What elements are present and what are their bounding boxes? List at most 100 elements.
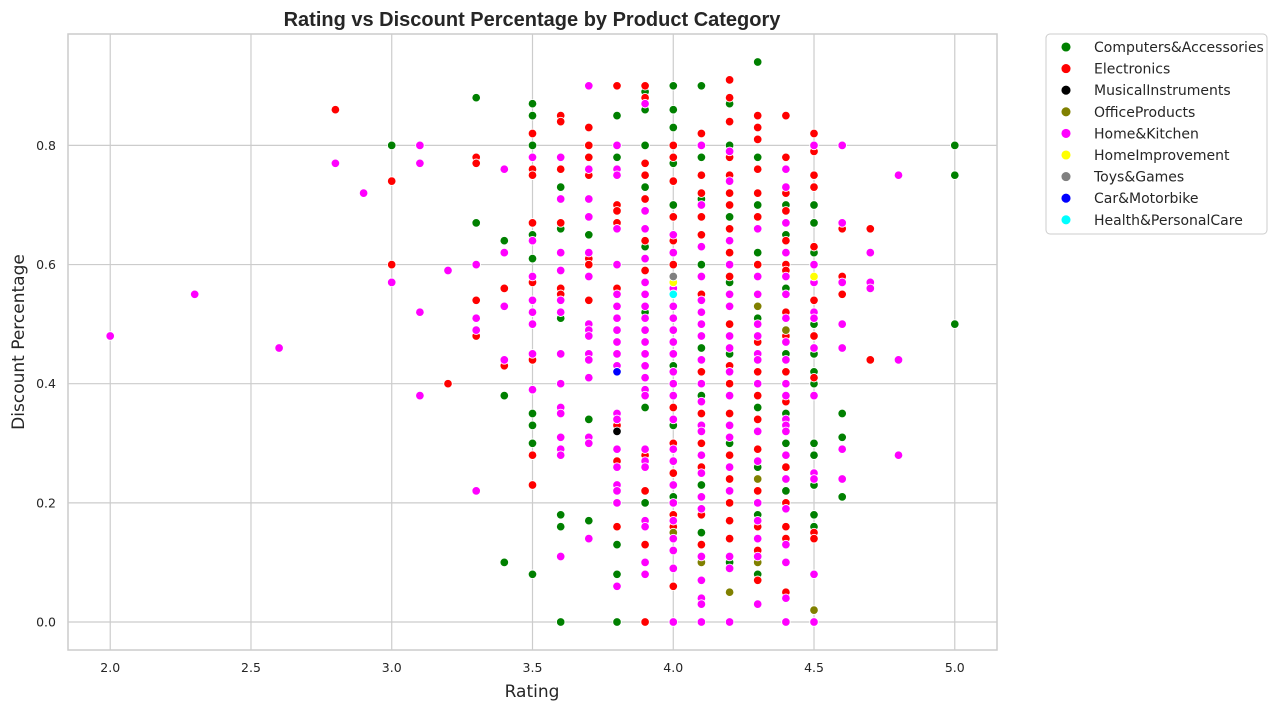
- data-point: [471, 486, 481, 496]
- data-point: [724, 390, 735, 401]
- data-point: [865, 355, 876, 365]
- data-point: [724, 289, 735, 300]
- data-point: [668, 515, 679, 526]
- data-point: [415, 158, 425, 169]
- data-point: [189, 289, 200, 300]
- data-point: [809, 372, 819, 383]
- data-point: [527, 128, 538, 139]
- data-point: [752, 271, 763, 282]
- data-point: [640, 486, 650, 496]
- data-point: [105, 331, 115, 341]
- legend-label: OfficeProducts: [1094, 105, 1195, 121]
- data-point: [696, 230, 707, 240]
- data-point: [809, 271, 819, 282]
- data-point: [640, 224, 650, 234]
- data-point: [555, 265, 566, 276]
- data-point: [640, 361, 650, 371]
- data-point: [752, 426, 763, 437]
- data-point: [668, 140, 679, 151]
- data-point: [527, 235, 538, 246]
- data-point: [696, 468, 707, 478]
- data-point: [584, 230, 594, 240]
- data-point: [696, 343, 707, 353]
- data-point: [752, 152, 763, 163]
- data-point: [724, 617, 735, 627]
- data-point: [696, 200, 707, 210]
- data-point: [668, 367, 679, 377]
- data-point: [612, 581, 622, 592]
- data-point: [781, 486, 791, 496]
- data-point: [584, 438, 594, 449]
- data-point: [668, 104, 679, 115]
- data-point: [640, 277, 650, 288]
- data-point: [837, 343, 847, 353]
- data-point: [471, 158, 481, 169]
- data-point: [555, 218, 566, 228]
- data-point: [809, 605, 819, 615]
- data-point: [724, 432, 735, 443]
- data-point: [781, 271, 791, 282]
- legend-label: MusicalInstruments: [1094, 83, 1231, 99]
- data-point: [696, 575, 707, 586]
- data-point: [724, 587, 735, 597]
- data-point: [809, 533, 819, 544]
- data-point: [668, 444, 679, 454]
- legend-marker: [1060, 192, 1072, 204]
- data-point: [781, 325, 791, 335]
- legend-marker: [1060, 149, 1072, 161]
- data-point: [555, 116, 566, 127]
- data-point: [612, 81, 622, 91]
- data-point: [415, 390, 425, 401]
- data-point: [527, 307, 538, 317]
- data-point: [893, 450, 904, 460]
- data-point: [640, 498, 650, 508]
- data-point: [527, 98, 538, 109]
- data-point: [555, 247, 566, 258]
- data-point: [724, 75, 735, 85]
- data-point: [724, 116, 735, 127]
- data-point: [809, 140, 819, 151]
- data-point: [837, 444, 847, 454]
- x-tick-label: 5.0: [945, 660, 965, 675]
- data-point: [809, 295, 819, 306]
- data-point: [499, 247, 510, 258]
- data-point: [584, 259, 594, 270]
- data-point: [752, 367, 763, 377]
- data-point: [386, 140, 397, 151]
- data-point: [612, 486, 622, 496]
- data-point: [640, 462, 650, 472]
- data-point: [499, 355, 510, 365]
- data-point: [837, 319, 847, 329]
- data-point: [668, 414, 679, 425]
- data-point: [752, 188, 763, 198]
- data-point: [752, 200, 763, 210]
- x-tick-label: 3.0: [382, 660, 402, 675]
- data-point: [724, 224, 735, 234]
- series-points: [612, 367, 622, 377]
- data-point: [752, 164, 763, 174]
- data-point: [471, 259, 481, 270]
- data-point: [781, 337, 791, 347]
- data-point: [781, 182, 791, 192]
- data-point: [584, 271, 594, 282]
- data-point: [640, 521, 650, 532]
- data-point: [724, 146, 735, 157]
- data-point: [837, 432, 847, 443]
- data-point: [584, 81, 594, 91]
- data-point: [668, 468, 679, 478]
- data-point: [724, 486, 735, 496]
- data-point: [781, 235, 791, 246]
- legend-label: Computers&Accessories: [1094, 40, 1264, 56]
- data-point: [668, 349, 679, 359]
- data-point: [584, 331, 594, 341]
- data-point: [471, 313, 481, 323]
- data-point: [640, 235, 650, 246]
- data-point: [668, 533, 679, 544]
- legend-marker: [1060, 106, 1072, 118]
- data-point: [612, 569, 622, 580]
- data-point: [696, 527, 707, 538]
- data-point: [752, 247, 763, 258]
- data-point: [752, 134, 763, 145]
- data-point: [415, 140, 425, 151]
